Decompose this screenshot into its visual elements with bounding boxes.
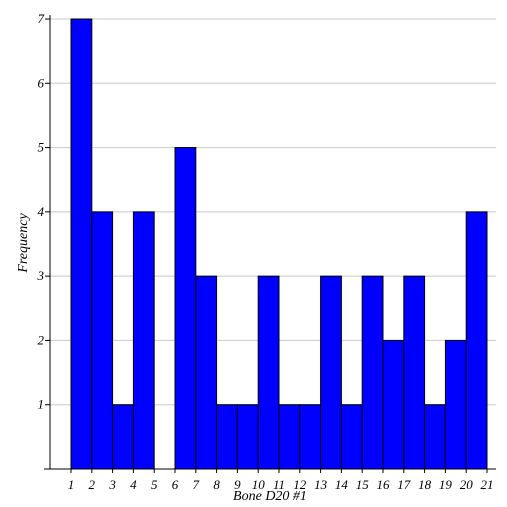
bar-6: [174, 147, 197, 470]
x-tick-label-7: 7: [193, 477, 200, 492]
x-tick-label-20: 20: [460, 477, 474, 492]
x-tick-label-10: 10: [252, 477, 266, 492]
bar-14: [340, 404, 363, 470]
y-tick-label-4: 4: [38, 204, 45, 219]
bar-12: [299, 404, 322, 470]
bar-10: [257, 275, 280, 470]
x-tick-label-6: 6: [172, 477, 179, 492]
axes: [44, 15, 496, 473]
x-tick-label-2: 2: [89, 477, 96, 492]
y-axis-label: Frequency: [16, 213, 31, 274]
y-tick-label-2: 2: [38, 332, 45, 347]
bar-3: [112, 404, 134, 470]
x-tick-label-11: 11: [273, 477, 285, 492]
x-tick-label-1: 1: [68, 477, 75, 492]
y-tick-label-7: 7: [38, 11, 45, 26]
x-tick-label-9: 9: [234, 477, 241, 492]
bar-9: [236, 404, 259, 470]
bar-18: [424, 404, 446, 470]
bar-11: [278, 404, 301, 470]
x-tick-label-15: 15: [356, 477, 370, 492]
bar-4: [132, 211, 155, 470]
x-tick-label-18: 18: [418, 477, 432, 492]
x-tick-label-5: 5: [151, 477, 158, 492]
y-tick-labels: 1 2 3 4 5 6 7: [37, 11, 45, 412]
x-tick-label-13: 13: [314, 477, 328, 492]
x-tick-label-8: 8: [213, 477, 220, 492]
bar-15: [361, 275, 384, 470]
x-axis-label: Bone D20 #1: [233, 489, 307, 504]
y-tick-label-5: 5: [38, 140, 45, 155]
bars: [70, 18, 488, 470]
bar-8: [216, 404, 238, 470]
bar-17: [403, 275, 426, 470]
x-tick-label-3: 3: [108, 477, 116, 492]
x-tick-label-4: 4: [130, 477, 137, 492]
x-tick-labels: 1 2 3 4 5 6 7 8 9 10 11 12 13 14 15 16 17 18 19 20 21: [68, 477, 494, 492]
y-tick-label-6: 6: [38, 75, 45, 90]
x-tick-label-14: 14: [335, 477, 349, 492]
x-tick-label-19: 19: [439, 477, 453, 492]
y-tick-label-1: 1: [38, 397, 45, 412]
x-tick-label-17: 17: [397, 477, 411, 492]
x-tick-label-12: 12: [293, 477, 307, 492]
bar-19: [444, 339, 467, 470]
x-tick-label-21: 21: [481, 477, 494, 492]
x-tick-label-16: 16: [377, 477, 391, 492]
bar-13: [320, 275, 342, 470]
bar-7: [195, 275, 218, 470]
bar-2: [91, 211, 114, 470]
bar-1: [70, 18, 93, 470]
bar-16: [382, 339, 405, 470]
y-tick-label-3: 3: [37, 268, 45, 283]
bar-20: [465, 211, 488, 470]
